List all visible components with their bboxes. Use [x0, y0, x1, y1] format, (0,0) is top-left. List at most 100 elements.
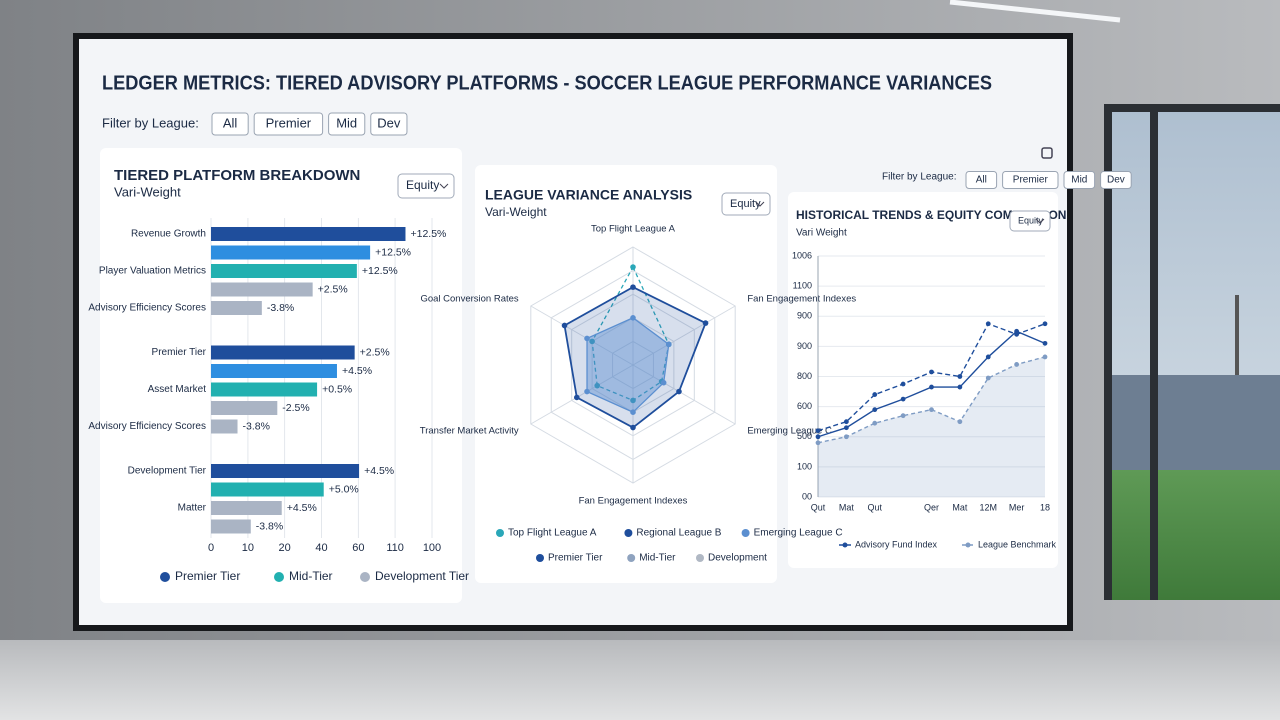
filter-button[interactable]: [211, 112, 249, 136]
legend-swatch: [360, 572, 370, 582]
dropdown-chevron[interactable]: [439, 183, 449, 189]
axis-label: Fan Engagement Indexes: [747, 294, 856, 305]
dashboard-title: LEDGER METRICS: TIERED ADVISORY PLATFORM…: [102, 72, 992, 94]
line-point: [815, 434, 821, 440]
line-point: [1014, 331, 1020, 337]
legend-swatch: [624, 529, 633, 537]
dropdown-chevron[interactable]: [1035, 218, 1045, 224]
radar-point: [630, 409, 636, 416]
filter-button[interactable]: [370, 112, 408, 136]
panel-title: HISTORICAL TRENDS & EQUITY COMPARISON: [796, 208, 1066, 222]
legend-label: League Benchmark: [978, 539, 1057, 549]
filter-button[interactable]: [1002, 171, 1059, 189]
floor: [0, 640, 1280, 720]
radar-point: [630, 397, 636, 404]
line-point: [843, 434, 849, 440]
bar: [211, 227, 406, 241]
bar: [211, 519, 251, 534]
bar-label: +12.5%: [375, 246, 411, 258]
bar-label: -2.5%: [282, 402, 309, 414]
dropdown-chevron[interactable]: [755, 201, 765, 207]
dropdown[interactable]: [721, 192, 771, 216]
y-tick-label: 100: [797, 461, 812, 471]
legend-label: Mid-Tier: [289, 569, 333, 583]
bar-label: +12.5%: [362, 265, 398, 277]
dropdown-label[interactable]: Equity: [730, 198, 761, 210]
line-point: [872, 420, 878, 426]
filter-button-label[interactable]: Premier: [266, 115, 312, 130]
radar-point: [630, 315, 636, 321]
legend-label: Premier Tier: [548, 553, 603, 564]
panel-title: TIERED PLATFORM BREAKDOWN: [114, 167, 360, 184]
y-tick-label: 500: [797, 431, 812, 441]
line-point: [985, 321, 991, 327]
bar: [211, 401, 278, 415]
bar-label: -3.8%: [256, 520, 283, 532]
filter-button[interactable]: [965, 171, 998, 189]
line-point: [815, 428, 821, 434]
radar-point: [584, 388, 590, 395]
bar: [211, 419, 238, 434]
expand-icon[interactable]: [1041, 147, 1053, 159]
radar-point: [594, 382, 601, 389]
panel-subtitle: Vari-Weight: [485, 205, 547, 219]
filter-button-label[interactable]: Dev: [377, 115, 401, 130]
window-frame: [1104, 110, 1112, 600]
filter-button[interactable]: [1100, 171, 1132, 189]
x-tick-label: 10: [242, 542, 254, 554]
y-tick-label: 1100: [793, 281, 812, 291]
filter-button-label[interactable]: All: [976, 175, 987, 186]
x-tick-label: 0: [208, 542, 214, 554]
line-point: [900, 413, 906, 419]
floodlight: [1235, 295, 1239, 375]
bar: [211, 264, 357, 278]
x-tick-label: 18: [1040, 502, 1050, 512]
legend-label: Development: [708, 553, 767, 564]
line-point: [900, 396, 906, 402]
filter-button[interactable]: [328, 112, 366, 136]
radar-axis: [632, 305, 736, 366]
bar: [211, 382, 318, 397]
window: [1104, 104, 1280, 600]
bar-label: +2.5%: [318, 283, 348, 295]
legend-swatch: [842, 542, 848, 548]
bar-label: +2.5%: [360, 346, 390, 358]
legend-label: Regional League B: [636, 528, 721, 539]
category-label: Premier Tier: [152, 347, 207, 358]
radar-axis: [632, 364, 736, 425]
line-point: [872, 392, 878, 397]
y-tick-label: 00: [802, 491, 812, 501]
filter-button-label[interactable]: All: [223, 115, 238, 130]
line-point: [985, 375, 991, 381]
x-tick-label: 40: [315, 542, 327, 554]
y-tick-label: 800: [797, 371, 812, 381]
legend-swatch: [965, 542, 971, 548]
dropdown[interactable]: [397, 173, 455, 199]
filter-button[interactable]: [253, 112, 324, 136]
radar-point: [630, 284, 636, 290]
x-tick-label: 110: [386, 542, 404, 554]
dropdown-label[interactable]: Equity: [1018, 215, 1044, 225]
legend-label: Top Flight League A: [508, 528, 597, 539]
legend-swatch: [496, 529, 504, 537]
filter-button[interactable]: [1063, 171, 1096, 189]
filter-button-label[interactable]: Premier: [1013, 175, 1049, 186]
category-label: Advisory Efficiency Scores: [88, 421, 206, 432]
line-point: [1042, 354, 1048, 360]
line-point: [929, 384, 934, 390]
panel: [475, 165, 777, 583]
bar-label: +12.5%: [410, 228, 446, 240]
benchmark-area: [818, 356, 1045, 497]
filter-button-label[interactable]: Dev: [1107, 175, 1125, 186]
filter-button-label[interactable]: Mid: [336, 115, 357, 130]
x-tick-label: 60: [352, 542, 364, 554]
category-label: Matter: [178, 503, 207, 514]
category-label: Development Tier: [128, 466, 207, 477]
axis-label: Goal Conversion Rates: [420, 294, 518, 305]
line-point: [957, 384, 963, 390]
line-point: [929, 369, 934, 375]
dropdown-label[interactable]: Equity: [406, 178, 439, 192]
dropdown[interactable]: [1009, 210, 1051, 232]
filter-button-label[interactable]: Mid: [1071, 175, 1087, 186]
line-point: [900, 381, 906, 387]
